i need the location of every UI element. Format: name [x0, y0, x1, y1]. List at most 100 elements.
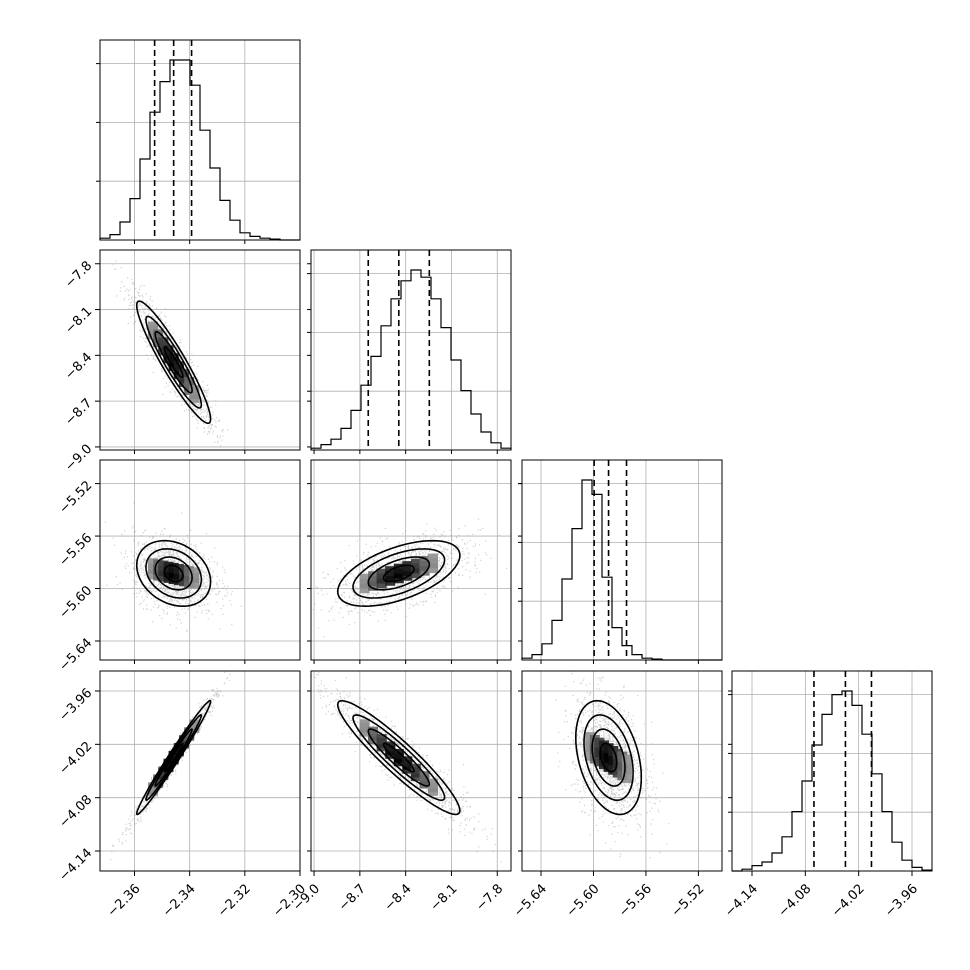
y-tick-label: −4.08 — [57, 792, 96, 831]
density-cell — [147, 782, 158, 793]
histogram-panel-2 — [307, 249, 512, 451]
density-cell — [189, 567, 200, 578]
density-cell — [393, 748, 404, 759]
density-cell — [393, 563, 404, 574]
histogram-step — [732, 690, 933, 872]
histogram-step — [310, 269, 512, 450]
density-cell — [153, 329, 164, 340]
contour-line — [163, 742, 184, 773]
density-cell — [376, 568, 387, 579]
contour-line — [599, 742, 618, 773]
panel-frame — [99, 39, 301, 241]
density-cell — [427, 778, 438, 789]
y-tick-label: −8.1 — [62, 304, 95, 337]
contour-line — [145, 315, 203, 409]
y-tick-label: −5.60 — [57, 583, 96, 622]
density-cell — [419, 556, 430, 567]
panel-frame — [521, 670, 723, 872]
x-tick-label: −3.96 — [882, 881, 921, 920]
density-cell — [163, 567, 174, 578]
density-cell — [189, 578, 200, 589]
density-cell — [168, 353, 179, 364]
density-cell — [427, 553, 438, 564]
panel-contents — [312, 518, 508, 638]
x-tick-label: −2.34 — [160, 881, 199, 920]
density-cell — [179, 735, 190, 746]
panel-frame — [99, 670, 301, 872]
density-cell — [189, 719, 200, 730]
density-cell — [402, 561, 413, 572]
contour-line — [382, 564, 415, 583]
density-cell — [153, 559, 164, 570]
y-tick-label: −5.64 — [57, 636, 96, 675]
panel-contents — [104, 502, 243, 632]
density-cell — [410, 763, 421, 774]
scatter-panel-2-1 — [99, 249, 301, 451]
y-tick-label: −4.14 — [57, 846, 96, 885]
density-cell — [173, 569, 184, 580]
x-tick-label: −8.7 — [336, 881, 369, 914]
density-cell — [184, 377, 195, 388]
panel-frame — [310, 670, 512, 872]
x-tick-label: −7.8 — [473, 881, 506, 914]
panel-frame — [99, 249, 301, 451]
density-cell — [147, 321, 158, 332]
contour-line — [154, 330, 193, 394]
density-cell — [173, 575, 184, 586]
density-cell — [368, 571, 379, 582]
panel-frame — [99, 459, 301, 661]
contour-line — [574, 699, 643, 816]
panel-background — [100, 250, 300, 450]
panel-contents — [555, 671, 670, 859]
panel-frame — [521, 459, 723, 661]
x-tick-label: −8.4 — [382, 881, 415, 914]
histogram-panel-3 — [518, 459, 723, 661]
x-tick-label: −8.1 — [428, 881, 461, 914]
density-cell — [621, 773, 632, 784]
scatter-panel-4-1 — [99, 670, 301, 872]
contour-line — [163, 346, 184, 379]
contour-line — [135, 300, 212, 425]
panel-contents — [110, 671, 231, 861]
panel-contents — [112, 260, 229, 447]
x-tick-label: −4.14 — [722, 881, 761, 920]
density-cell — [147, 569, 158, 580]
scatter-panel-4-3 — [521, 670, 723, 872]
density-cell — [621, 763, 632, 774]
panel-background — [100, 40, 300, 240]
histogram-panel-4 — [728, 670, 933, 872]
histogram-step — [99, 59, 300, 241]
density-cell — [158, 566, 169, 577]
density-cell — [179, 369, 190, 380]
contour-line — [336, 539, 461, 608]
density-cell — [153, 570, 164, 581]
density-cell — [359, 573, 370, 584]
contour-line — [352, 548, 446, 599]
panel-frame — [731, 670, 933, 872]
panel-contents — [311, 671, 502, 863]
x-tick-label: −2.36 — [105, 881, 144, 920]
panel-background — [100, 671, 300, 871]
panel-frame — [310, 459, 512, 661]
x-tick-label: −5.52 — [669, 881, 708, 920]
scatter-panel-3-2 — [310, 459, 512, 661]
scatter-panel-3-1 — [99, 459, 301, 661]
contour-line — [367, 728, 431, 787]
panel-background — [522, 460, 722, 660]
contour-line — [145, 714, 203, 802]
y-tick-label: −5.52 — [57, 478, 96, 517]
density-cell — [621, 754, 632, 765]
density-cell — [179, 570, 190, 581]
contour-line — [154, 556, 193, 591]
panel-background — [311, 250, 511, 450]
density-cell — [179, 576, 190, 587]
y-tick-label: −9.0 — [62, 442, 95, 475]
x-tick-label: −5.60 — [564, 881, 603, 920]
density-cell — [168, 573, 179, 584]
contour-line — [352, 714, 446, 802]
y-tick-label: −8.7 — [62, 396, 95, 429]
y-tick-label: −5.56 — [57, 531, 96, 570]
contour-line — [591, 728, 626, 787]
density-cell — [147, 563, 158, 574]
density-cell — [410, 558, 421, 569]
